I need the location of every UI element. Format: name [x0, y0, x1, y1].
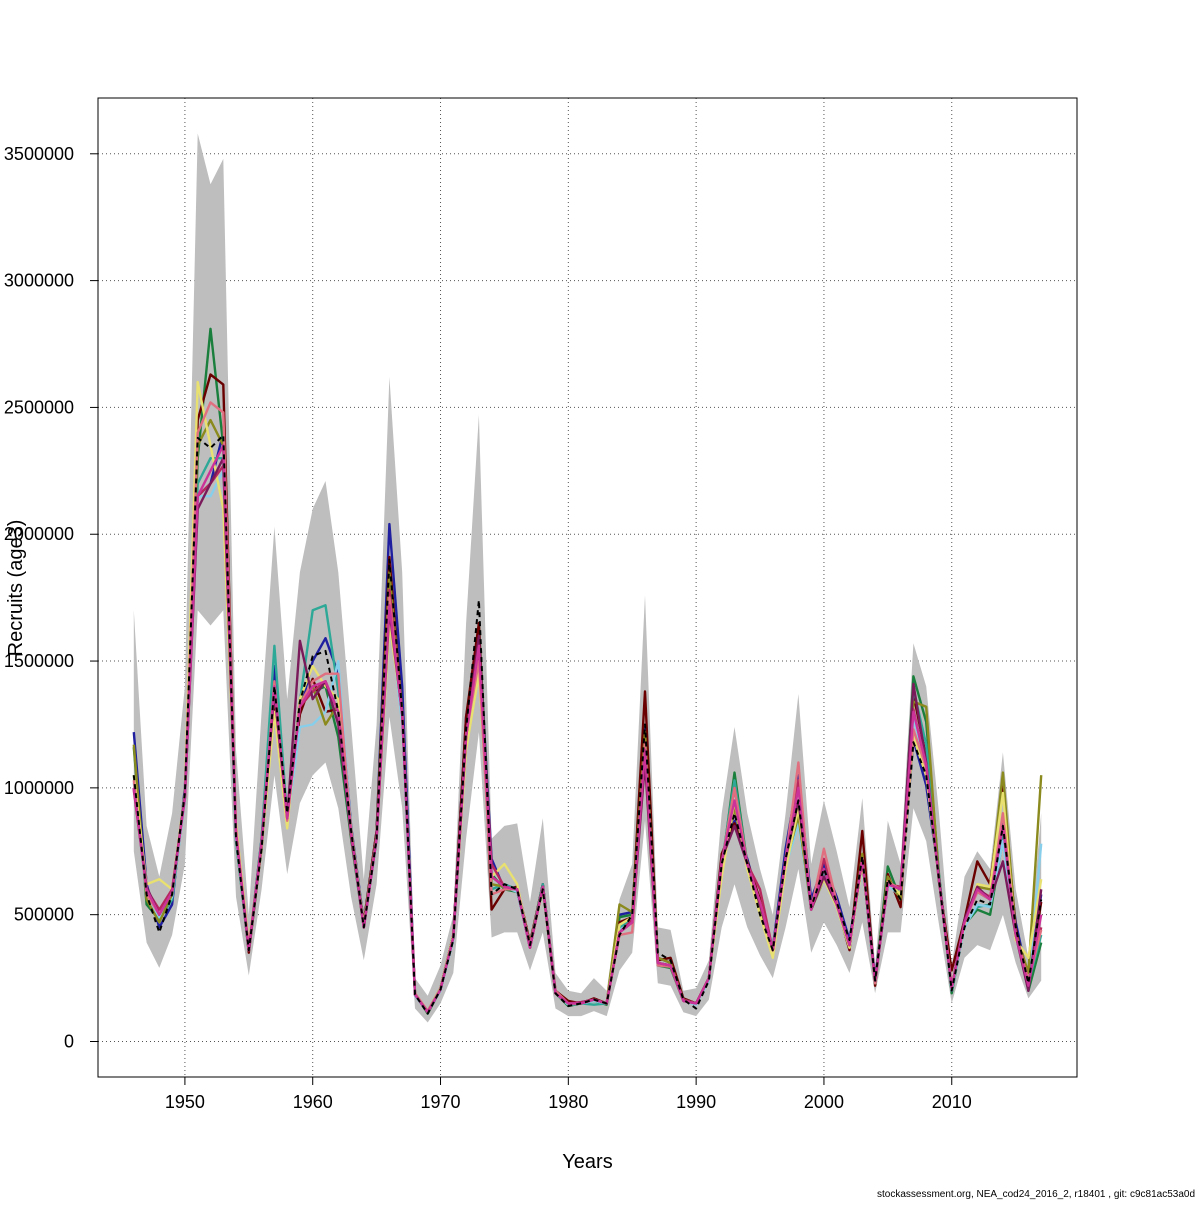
y-tick-label: 500000 — [14, 905, 74, 925]
y-axis: 0 500000 1000000 1500000 2000000 2500000 30000… — [4, 144, 98, 1051]
x-axis: 1950 1960 1970 1980 1990 2000 2010 — [165, 1077, 972, 1112]
x-axis-label: Years — [562, 1151, 612, 1173]
x-tick-label: 2000 — [804, 1092, 844, 1112]
x-tick-label: 1960 — [293, 1092, 333, 1112]
x-tick-label: 1980 — [548, 1092, 588, 1112]
y-tick-label: 0 — [64, 1031, 74, 1051]
y-tick-label: 1000000 — [4, 778, 74, 798]
x-tick-label: 1970 — [420, 1092, 460, 1112]
series-line — [132, 444, 1043, 1014]
x-tick-label: 1990 — [676, 1092, 716, 1112]
y-tick-label: 3000000 — [4, 271, 74, 291]
y-tick-label: 3500000 — [4, 144, 74, 164]
footer-note: stockassessment.org, NEA_cod24_2016_2, r… — [877, 1189, 1195, 1200]
confidence-band-layer — [133, 133, 1042, 1023]
y-tick-label: 2000000 — [4, 524, 74, 544]
plot-frame — [97, 97, 1078, 1078]
confidence-band — [133, 133, 1042, 1023]
y-tick-label: 1500000 — [4, 651, 74, 671]
x-tick-label: 1950 — [165, 1092, 205, 1112]
x-tick-label: 2010 — [932, 1092, 972, 1112]
y-axis-label: Recruits (age3) — [5, 520, 27, 657]
y-tick-label: 2500000 — [4, 397, 74, 417]
series-line-reference-dashed — [132, 434, 1043, 1015]
series-layer — [132, 327, 1043, 1015]
